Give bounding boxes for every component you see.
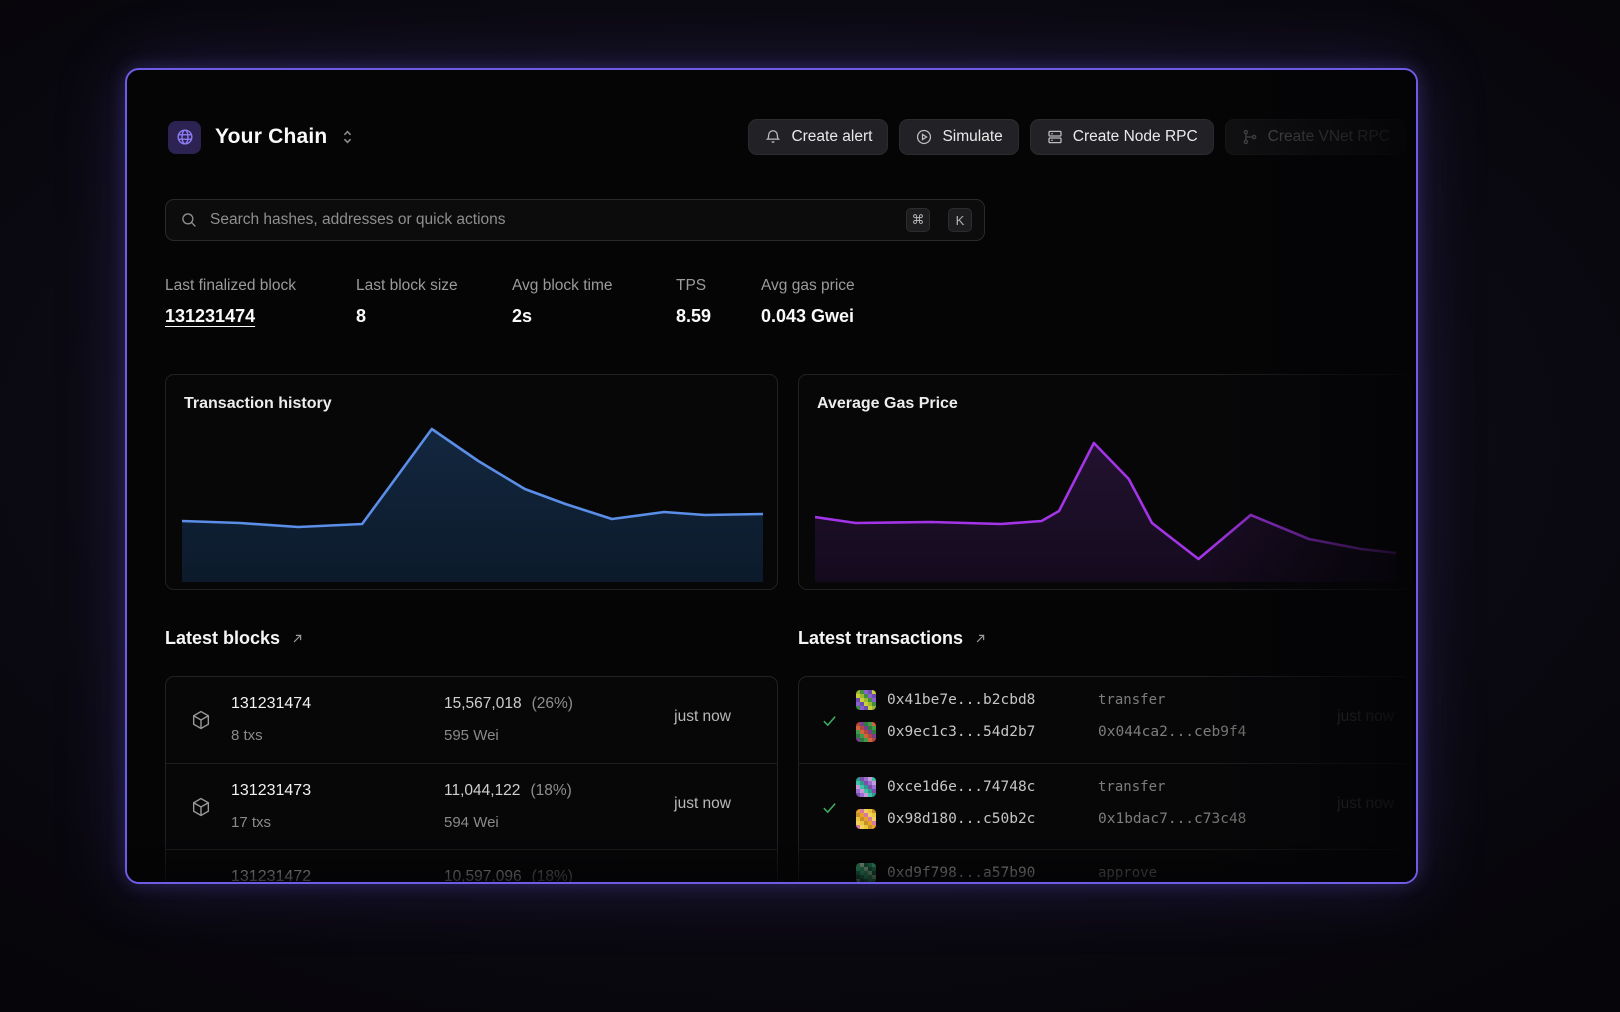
create-node-rpc-button[interactable]: Create Node RPC	[1029, 119, 1214, 155]
stat-label: Last block size	[356, 277, 458, 294]
cube-icon	[190, 796, 212, 818]
search-bar: ⌘ K	[165, 199, 985, 241]
tx-method: approve	[1098, 865, 1158, 881]
latest-blocks-header: Latest blocks	[165, 628, 305, 649]
block-gas-used: 10,597,096	[444, 868, 522, 884]
block-row[interactable]: 131231474 8 txs 15,567,018 (26%) 595 Wei …	[166, 677, 777, 763]
stat-value: 0.043 Gwei	[761, 306, 855, 326]
check-icon	[821, 712, 838, 729]
create-alert-label: Create alert	[791, 128, 873, 145]
stat-label: Last finalized block	[165, 277, 296, 294]
block-base-fee: 595 Wei	[444, 727, 499, 744]
stat-avg-block-time: Avg block time 2s	[512, 277, 613, 327]
cube-icon	[190, 709, 212, 731]
transaction-history-chart	[182, 415, 763, 582]
block-tx-count: 8 txs	[231, 727, 263, 744]
block-row[interactable]: 131231473 17 txs 11,044,122 (18%) 594 Wei…	[166, 763, 777, 849]
app-window: Your Chain Create alert Simulate	[125, 68, 1418, 884]
tx-method: transfer	[1098, 692, 1166, 708]
tx-timestamp: just now	[1337, 795, 1394, 812]
block-number[interactable]: 131231474	[231, 695, 312, 712]
tx-from-hash[interactable]: 0xce1d6e...74748c	[887, 779, 1036, 795]
tx-contract-hash[interactable]: 0x044ca2...ceb9f4	[1098, 724, 1247, 740]
stat-label: Avg gas price	[761, 277, 855, 294]
block-base-fee: 594 Wei	[444, 814, 499, 831]
block-number[interactable]: 131231472	[231, 868, 312, 884]
transaction-row[interactable]: 0xce1d6e...74748c transfer 0x98d180...c5…	[799, 763, 1410, 849]
tx-from-hash[interactable]: 0xd9f798...a57b90	[887, 865, 1036, 881]
identicon-avatar	[856, 809, 876, 829]
latest-blocks-title: Latest blocks	[165, 628, 281, 648]
latest-transactions-list: 0x41be7e...b2cbd8 transfer 0x9ec1c3...54…	[798, 676, 1411, 882]
stat-value: 2s	[512, 306, 533, 326]
tx-contract-hash[interactable]: 0x1bdac7...c73c48	[1098, 811, 1247, 827]
tx-to-hash[interactable]: 0x98d180...c50b2c	[887, 811, 1036, 827]
identicon-avatar	[856, 722, 876, 742]
stat-last-finalized-block: Last finalized block 131231474	[165, 277, 296, 327]
tx-timestamp: just now	[1337, 708, 1394, 725]
create-vnet-rpc-label: Create VNet RPC	[1267, 128, 1390, 145]
chart-title: Transaction history	[184, 395, 332, 412]
tx-from-hash[interactable]: 0x41be7e...b2cbd8	[887, 692, 1036, 708]
globe-icon	[168, 120, 201, 154]
block-gas-percent: (18%)	[531, 868, 573, 884]
block-gas-used: 11,044,122	[444, 782, 521, 799]
transaction-history-card: Transaction history	[165, 374, 778, 590]
stat-avg-gas-price: Avg gas price 0.043 Gwei	[761, 277, 855, 327]
identicon-avatar	[856, 777, 876, 797]
branch-icon	[1241, 128, 1259, 146]
stat-value: 8	[356, 306, 367, 326]
simulate-label: Simulate	[942, 128, 1003, 145]
simulate-button[interactable]: Simulate	[899, 119, 1019, 155]
create-vnet-rpc-button[interactable]: Create VNet RPC	[1224, 119, 1406, 155]
block-number[interactable]: 131231473	[231, 782, 312, 799]
k-key: K	[948, 208, 972, 232]
chevron-up-down-icon	[341, 129, 354, 145]
chart-title: Average Gas Price	[817, 395, 958, 412]
latest-transactions-title: Latest transactions	[798, 628, 964, 648]
command-key-icon: ⌘	[906, 208, 930, 232]
chain-selector[interactable]: Your Chain	[168, 120, 354, 154]
block-timestamp: just now	[674, 795, 731, 812]
latest-blocks-list: 131231474 8 txs 15,567,018 (26%) 595 Wei …	[165, 676, 778, 884]
tx-method: transfer	[1098, 779, 1166, 795]
stat-label: Avg block time	[512, 277, 613, 294]
search-icon	[180, 211, 198, 229]
stat-tps: TPS 8.59	[676, 277, 711, 327]
server-stack-icon	[1046, 128, 1064, 146]
bell-icon	[764, 128, 782, 146]
transaction-row[interactable]: 0xd9f798...a57b90 approve	[799, 849, 1410, 882]
arrow-up-right-icon[interactable]	[290, 631, 305, 646]
create-node-rpc-label: Create Node RPC	[1072, 128, 1198, 145]
last-finalized-block-link[interactable]: 131231474	[165, 306, 256, 326]
identicon-avatar	[856, 690, 876, 710]
play-circle-icon	[915, 128, 933, 146]
search-input[interactable]	[210, 211, 894, 229]
stat-last-block-size: Last block size 8	[356, 277, 458, 327]
transaction-row[interactable]: 0x41be7e...b2cbd8 transfer 0x9ec1c3...54…	[799, 677, 1410, 763]
block-gas-percent: (18%)	[530, 782, 572, 799]
create-alert-button[interactable]: Create alert	[748, 119, 889, 155]
page-title: Your Chain	[215, 125, 328, 148]
latest-transactions-header: Latest transactions	[798, 628, 988, 649]
block-row[interactable]: 131231472 10,597,096 (18%)	[166, 849, 777, 884]
block-tx-count: 17 txs	[231, 814, 272, 831]
block-timestamp: just now	[674, 708, 731, 725]
average-gas-price-chart	[815, 415, 1396, 582]
tx-to-hash[interactable]: 0x9ec1c3...54d2b7	[887, 724, 1036, 740]
block-gas-percent: (26%)	[531, 695, 573, 712]
identicon-avatar	[856, 863, 876, 882]
stat-value: 8.59	[676, 306, 712, 326]
stat-label: TPS	[676, 277, 707, 294]
average-gas-price-card: Average Gas Price	[798, 374, 1411, 590]
header-actions: Create alert Simulate Create Node RPC	[748, 119, 1406, 155]
check-icon	[821, 799, 838, 816]
block-gas-used: 15,567,018	[444, 695, 522, 712]
arrow-up-right-icon[interactable]	[973, 631, 988, 646]
